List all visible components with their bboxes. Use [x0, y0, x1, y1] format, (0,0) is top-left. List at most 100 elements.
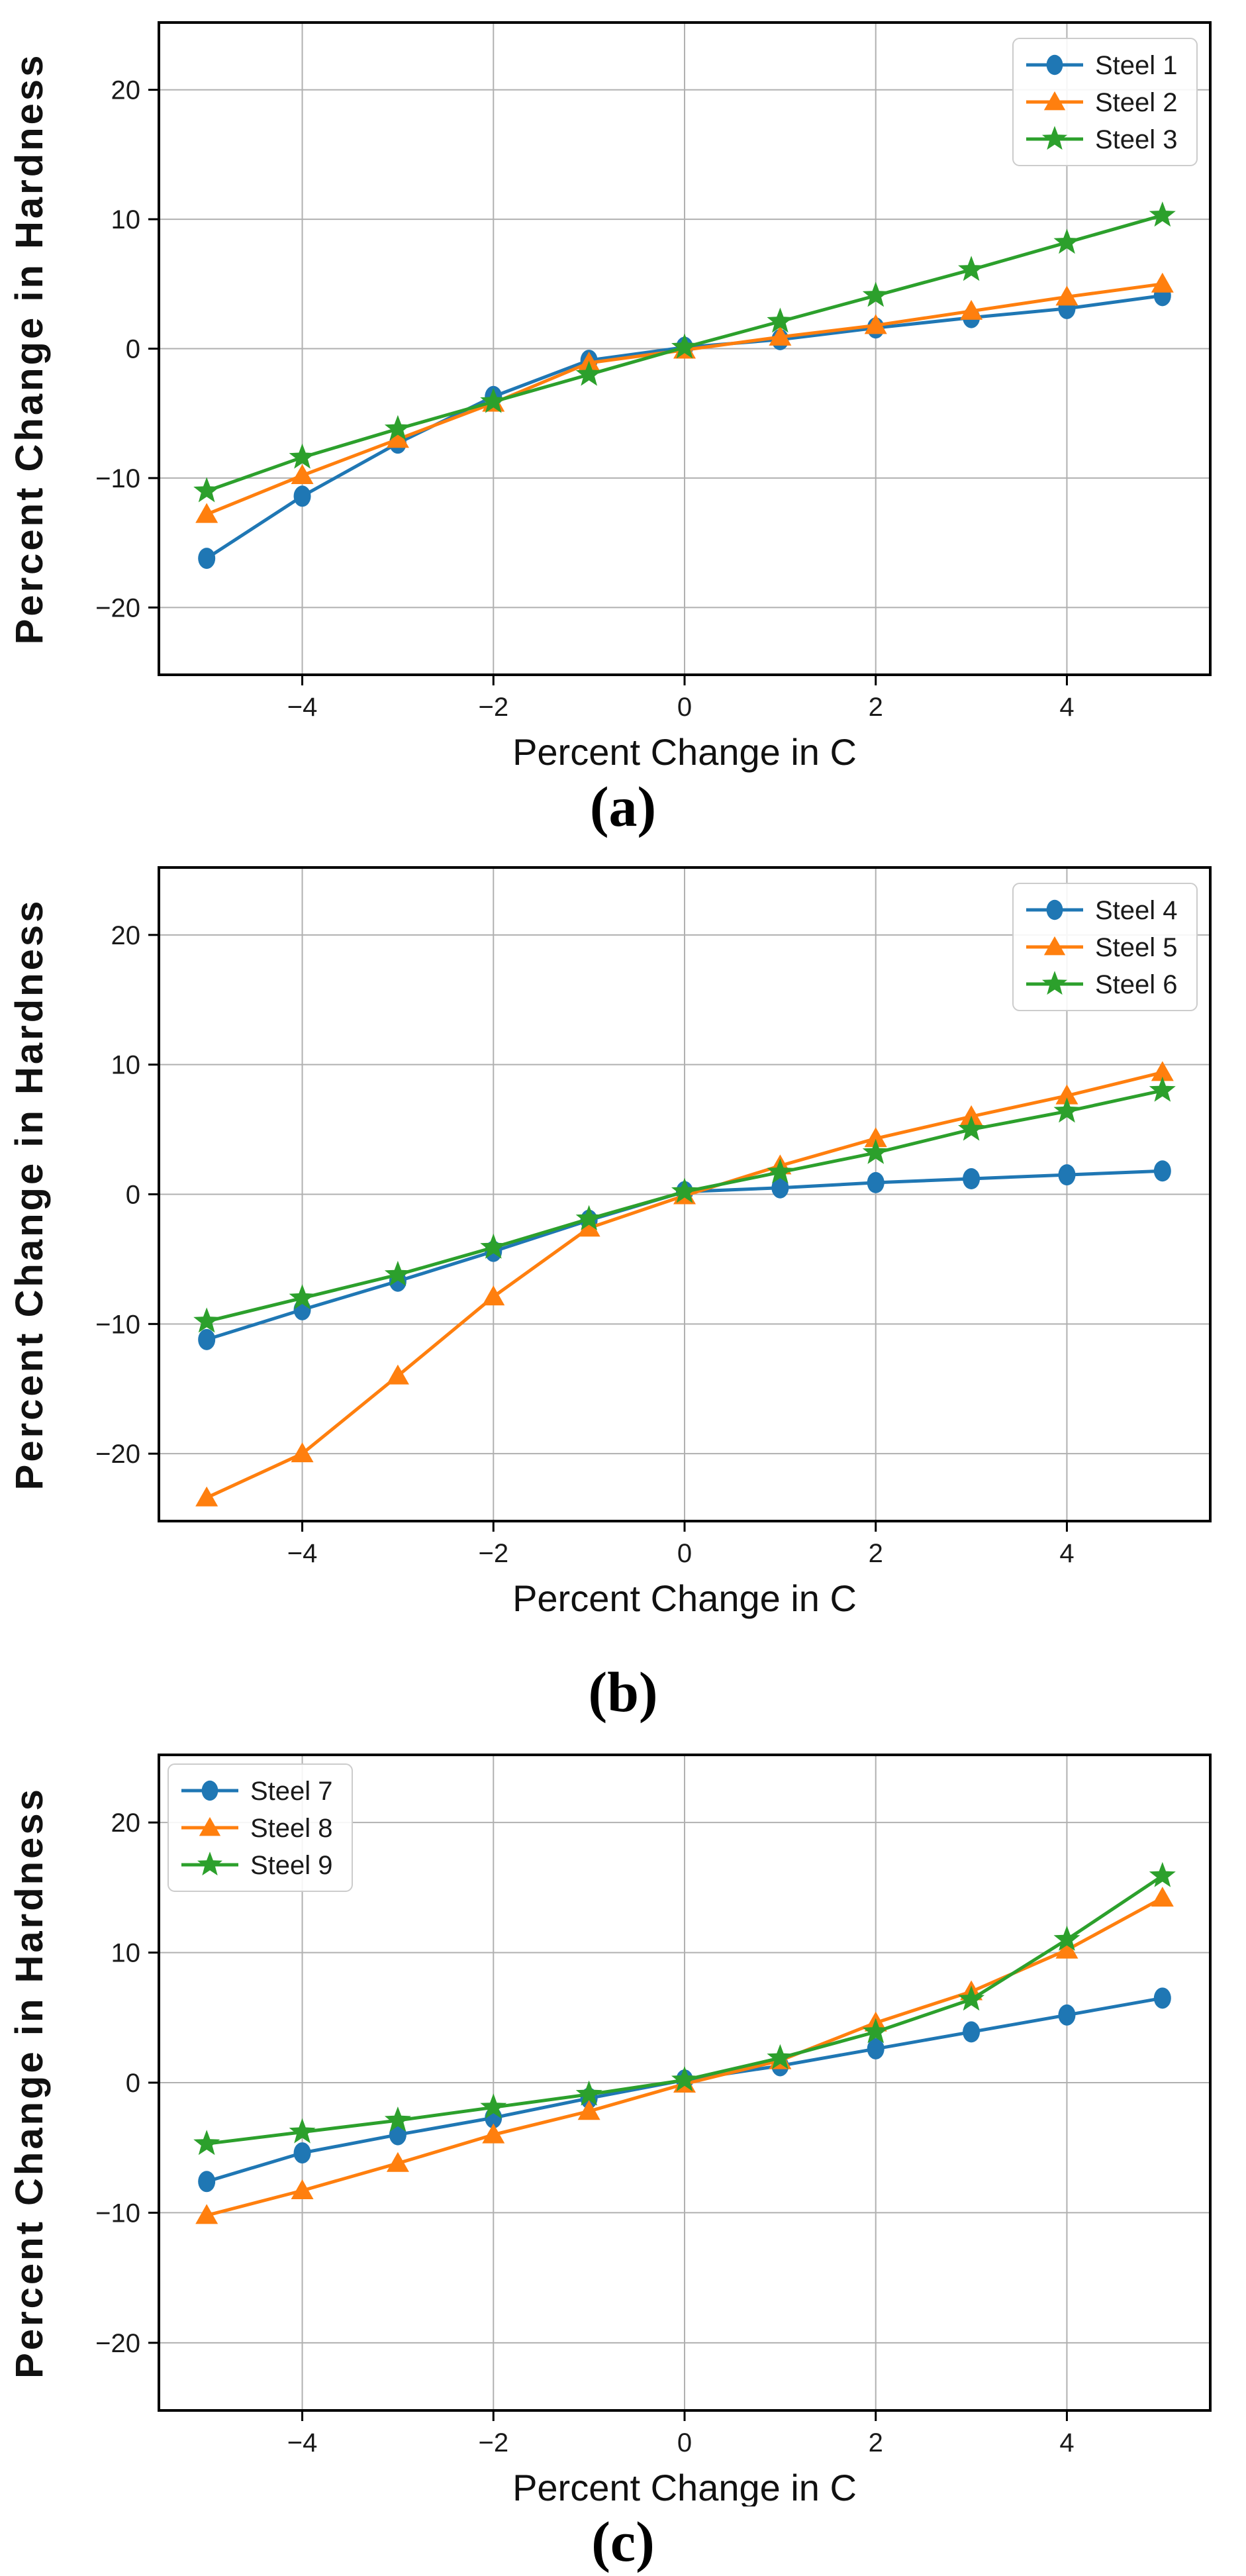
circle-marker — [1058, 1164, 1076, 1186]
triangle-marker — [1055, 285, 1078, 306]
subfigure-a: −4 −2 0 2 4 −20 −10 0 10 20 Percent Change in C Per… — [0, 0, 1246, 838]
circle-marker — [293, 485, 311, 507]
x-tick-label: 0 — [677, 1539, 692, 1568]
y-tick-label: 20 — [111, 1808, 141, 1838]
star-marker — [862, 281, 889, 307]
star-marker — [480, 2093, 507, 2119]
x-tick-label: 0 — [677, 2428, 692, 2457]
triangle-marker — [1055, 1084, 1078, 1105]
series-group — [193, 1861, 1176, 2224]
y-axis-ticks: −20 −10 0 10 20 — [95, 76, 159, 622]
star-marker — [671, 2066, 698, 2092]
circle-marker — [198, 1328, 216, 1350]
legend-label: Steel 3 — [1095, 125, 1178, 154]
triangle-marker — [482, 2123, 505, 2144]
triangle-marker — [482, 1285, 505, 1306]
y-tick-label: 10 — [111, 1051, 141, 1080]
x-tick-label: −2 — [478, 2428, 508, 2457]
legend-item-steel-6: Steel 6 — [1026, 970, 1178, 999]
triangle-marker — [864, 314, 887, 334]
star-marker — [862, 2018, 889, 2044]
circle-marker — [963, 2021, 981, 2043]
x-tick-label: 2 — [869, 1539, 883, 1568]
legend-item-steel-2: Steel 2 — [1026, 88, 1178, 117]
legend-item-steel-5: Steel 5 — [1026, 933, 1178, 962]
y-tick-label: −20 — [95, 2329, 140, 2358]
triangle-marker — [1151, 1887, 1174, 1907]
y-tick-label: −20 — [95, 593, 140, 622]
series-markers-steel-3 — [193, 201, 1176, 503]
legend-item-steel-1: Steel 1 — [1026, 51, 1178, 80]
legend-label: Steel 7 — [250, 1777, 333, 1806]
y-tick-label: 20 — [111, 76, 141, 105]
triangle-marker — [195, 1486, 218, 1507]
star-marker — [575, 360, 602, 386]
y-tick-label: −10 — [95, 464, 140, 493]
series-markers-steel-6 — [193, 1076, 1176, 1333]
star-marker — [1149, 201, 1176, 227]
y-tick-label: 0 — [126, 335, 140, 364]
legend-label: Steel 1 — [1095, 51, 1178, 80]
legend: Steel 7 Steel 8 Steel 9 — [168, 1763, 353, 1892]
circle-marker — [1153, 1160, 1171, 1182]
x-tick-label: 2 — [869, 693, 883, 722]
triangle-marker — [386, 2152, 409, 2172]
circle-marker — [198, 548, 216, 570]
star-marker — [767, 2044, 794, 2069]
caption-a: (a) — [589, 774, 657, 838]
star-marker — [1053, 1925, 1080, 1951]
star-marker — [197, 1852, 222, 1876]
triangle-marker — [1151, 272, 1174, 293]
triangle-marker — [769, 325, 792, 346]
y-axis-label: Percent Change in Hardness — [8, 53, 51, 645]
legend-item-steel-9: Steel 9 — [181, 1851, 333, 1880]
triangle-marker — [960, 1105, 983, 1125]
circle-marker — [198, 2171, 216, 2193]
x-axis-label: Percent Change in C — [512, 731, 857, 773]
y-axis-ticks: −20 −10 0 10 20 — [95, 1808, 159, 2358]
subfigure-c: −4 −2 0 2 4 −20 −10 0 10 20 Percent Change in C Per… — [0, 1722, 1246, 2576]
circle-marker — [1058, 2004, 1076, 2026]
circle-marker — [293, 2142, 311, 2164]
star-marker — [384, 2106, 411, 2132]
series-group — [193, 1061, 1176, 1507]
legend-label: Steel 5 — [1095, 933, 1178, 962]
triangle-marker — [291, 464, 314, 485]
legend-item-steel-4: Steel 4 — [1026, 896, 1178, 925]
star-marker — [671, 1177, 698, 1203]
circle-marker — [771, 1177, 789, 1199]
y-tick-label: 10 — [111, 205, 141, 234]
star-marker — [671, 333, 698, 359]
legend-label: Steel 8 — [250, 1814, 333, 1843]
star-marker — [480, 387, 507, 413]
x-axis-label: Percent Change in C — [512, 1577, 857, 1619]
star-marker — [1053, 1097, 1080, 1123]
y-tick-label: 0 — [126, 1181, 140, 1210]
legend-label: Steel 9 — [250, 1851, 333, 1880]
triangle-marker — [1043, 936, 1066, 956]
star-marker — [289, 2118, 316, 2144]
triangle-marker — [577, 1216, 600, 1237]
triangle-marker — [386, 428, 409, 448]
x-axis-ticks: −4 −2 0 2 4 — [287, 1521, 1075, 1568]
x-tick-label: −2 — [478, 1539, 508, 1568]
x-axis-ticks: −4 −2 0 2 4 — [287, 2410, 1075, 2457]
circle-marker — [867, 1171, 885, 1193]
star-marker — [958, 256, 985, 281]
x-tick-label: 4 — [1059, 1539, 1074, 1568]
x-tick-label: −4 — [287, 2428, 318, 2457]
x-tick-label: −4 — [287, 1539, 318, 1568]
triangle-marker — [195, 2204, 218, 2224]
triangle-marker — [1043, 91, 1066, 111]
x-axis-ticks: −4 −2 0 2 4 — [287, 675, 1075, 722]
star-marker — [958, 1985, 985, 2011]
x-tick-label: 4 — [1059, 693, 1074, 722]
subfigure-b: −4 −2 0 2 4 −20 −10 0 10 20 Percent Change in C Per… — [0, 838, 1246, 1722]
star-marker — [1042, 971, 1067, 995]
y-tick-label: −10 — [95, 1310, 140, 1339]
y-axis-label: Percent Change in Hardness — [8, 1787, 51, 2379]
series-markers-steel-9 — [193, 1861, 1176, 2155]
